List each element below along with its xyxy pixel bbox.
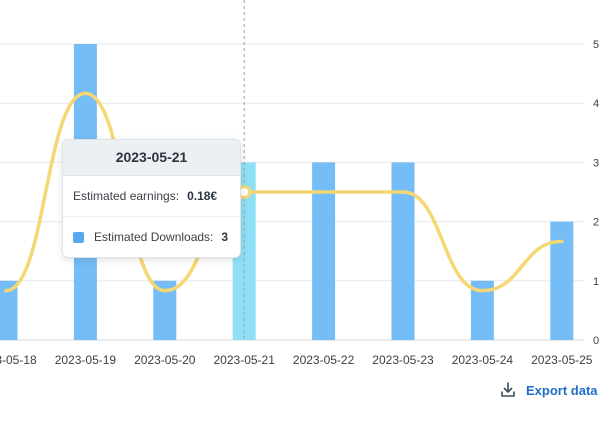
bar — [153, 280, 177, 340]
y-tick-label: 5 — [593, 39, 599, 51]
x-tick-label: 2023-05-24 — [452, 353, 514, 367]
y-tick-label: 1 — [593, 276, 599, 288]
bar — [470, 280, 494, 340]
bar — [550, 221, 574, 340]
bar — [0, 280, 18, 340]
x-tick-label: 2023-05-25 — [531, 353, 593, 367]
tooltip-earnings-label: Estimated earnings: — [73, 189, 180, 203]
tooltip-earnings-value: 0.18€ — [187, 189, 218, 203]
download-icon — [501, 382, 515, 397]
export-data-label: Export data — [526, 382, 598, 398]
x-tick-label: 2023-05-20 — [134, 353, 196, 367]
tooltip-downloads-label: Estimated Downloads: — [94, 230, 214, 244]
tooltip-downloads-value: 3 — [221, 230, 229, 244]
bar — [391, 162, 415, 340]
x-axis-ticks: 2023-05-18 2023-05-19 2023-05-20 2023-05-21… — [0, 353, 593, 367]
y-tick-label: 4 — [593, 98, 599, 110]
x-tick-label: 2023-05-19 — [55, 353, 117, 367]
y-tick-label: 3 — [593, 157, 599, 169]
export-data-button[interactable]: Export data — [500, 382, 598, 398]
right-axis-ticks: 0 1 2 3 4 5 — [593, 39, 599, 347]
bar — [312, 162, 336, 340]
x-tick-label: 2023-05-22 — [293, 353, 355, 367]
y-tick-label: 0 — [593, 335, 599, 347]
tooltip-earnings-row: Estimated earnings: 0.18€ — [63, 176, 240, 216]
y-tick-label: 2 — [593, 217, 599, 229]
downloads-legend-swatch — [73, 231, 84, 243]
chart-tooltip: 2023-05-21 Estimated earnings: 0.18€ Est… — [62, 139, 241, 258]
tooltip-downloads-row: Estimated Downloads: 3 — [63, 216, 240, 257]
x-tick-label: 2023-05-18 — [0, 353, 37, 367]
download-bars — [0, 44, 574, 340]
tooltip-date: 2023-05-21 — [63, 140, 240, 176]
x-tick-label: 2023-05-21 — [214, 353, 276, 367]
x-tick-label: 2023-05-23 — [372, 353, 434, 367]
